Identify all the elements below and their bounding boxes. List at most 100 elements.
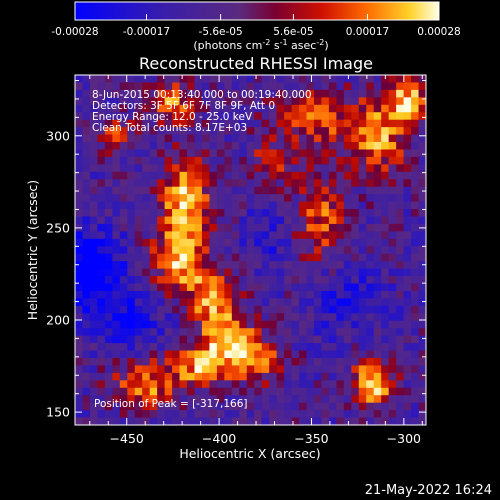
heatmap-cell: [411, 89, 420, 98]
heatmap-cell: [164, 171, 173, 180]
heatmap-cell: [366, 201, 375, 210]
heatmap-cell: [216, 313, 225, 322]
heatmap-cell: [157, 417, 166, 426]
heatmap-cell: [142, 142, 151, 150]
heatmap-cell: [418, 357, 427, 366]
heatmap-cell: [396, 149, 405, 158]
heatmap-cell: [112, 335, 121, 344]
heatmap-cell: [142, 231, 151, 240]
heatmap-cell: [164, 156, 173, 165]
heatmap-cell: [216, 365, 225, 374]
heatmap-cell: [299, 209, 308, 217]
heatmap-cell: [358, 417, 367, 426]
heatmap-cell: [172, 276, 181, 285]
heatmap-cell: [134, 75, 143, 83]
heatmap-cell: [239, 97, 248, 106]
heatmap-cell: [261, 283, 270, 292]
heatmap-cell: [142, 112, 151, 121]
heatmap-cell: [381, 119, 390, 128]
heatmap-cell: [224, 320, 233, 329]
heatmap-cell: [216, 276, 225, 285]
heatmap-cell: [149, 395, 158, 404]
heatmap-cell: [134, 320, 143, 329]
heatmap-cell: [157, 164, 166, 173]
heatmap-cell: [127, 149, 136, 158]
heatmap-cell: [313, 417, 322, 426]
heatmap-cell: [254, 402, 263, 411]
heatmap-cell: [209, 320, 218, 329]
heatmap-cell: [172, 372, 181, 381]
heatmap-cell: [381, 276, 390, 285]
heatmap-cell: [313, 89, 322, 98]
heatmap-cell: [246, 305, 255, 314]
heatmap-cell: [411, 246, 420, 255]
heatmap-cell: [179, 387, 188, 396]
heatmap-cell: [119, 142, 128, 150]
heatmap-cell: [358, 365, 367, 374]
heatmap-cell: [396, 343, 405, 352]
heatmap-cell: [89, 298, 98, 307]
heatmap-cell: [75, 89, 83, 98]
heatmap-cell: [127, 357, 136, 366]
heatmap-cell: [82, 276, 91, 285]
heatmap-cell: [254, 142, 263, 150]
heatmap-cell: [112, 156, 121, 165]
heatmap-cell: [411, 238, 420, 247]
heatmap-cell: [284, 372, 293, 381]
heatmap-cell: [388, 372, 397, 381]
heatmap-cell: [381, 97, 390, 106]
heatmap-cell: [157, 380, 166, 389]
heatmap-cell: [276, 372, 285, 381]
heatmap-cell: [179, 402, 188, 411]
heatmap-cell: [89, 268, 98, 277]
heatmap-cell: [172, 268, 181, 277]
heatmap-cell: [358, 305, 367, 314]
heatmap-cell: [127, 410, 136, 419]
heatmap-cell: [224, 290, 233, 299]
heatmap-cell: [142, 156, 151, 165]
heatmap-cell: [358, 320, 367, 329]
heatmap-cell: [187, 179, 195, 188]
heatmap-cell: [291, 134, 300, 143]
heatmap-cell: [321, 253, 330, 262]
heatmap-cell: [343, 201, 352, 210]
heatmap-cell: [119, 320, 128, 329]
heatmap-cell: [343, 82, 352, 91]
heatmap-cell: [381, 194, 390, 203]
heatmap-cell: [336, 223, 345, 232]
heatmap-cell: [313, 223, 322, 232]
heatmap-cell: [403, 201, 412, 210]
heatmap-cell: [343, 417, 352, 426]
heatmap-cell: [321, 357, 330, 366]
heatmap-cell: [343, 119, 352, 128]
heatmap-cell: [381, 104, 390, 113]
heatmap-cell: [216, 357, 225, 366]
heatmap-cell: [351, 417, 360, 426]
heatmap-cell: [149, 201, 158, 210]
heatmap-cell: [328, 380, 337, 389]
heatmap-cell: [201, 97, 210, 106]
heatmap-cell: [231, 246, 240, 255]
heatmap-cell: [336, 179, 345, 188]
heatmap-cell: [194, 357, 203, 366]
heatmap-cell: [194, 365, 203, 374]
heatmap-cell: [104, 365, 113, 374]
heatmap-cell: [276, 82, 285, 91]
heatmap-cell: [403, 238, 412, 247]
heatmap-cell: [373, 320, 382, 329]
heatmap-cell: [396, 134, 405, 143]
heatmap-cell: [328, 313, 337, 322]
heatmap-cell: [216, 387, 225, 396]
heatmap-cell: [351, 343, 360, 352]
heatmap-cell: [403, 216, 412, 225]
heatmap-cell: [112, 380, 121, 389]
heatmap-cell: [291, 89, 300, 98]
heatmap-cell: [112, 261, 121, 270]
heatmap-cell: [231, 410, 240, 419]
heatmap-cell: [142, 313, 151, 322]
heatmap-cell: [313, 179, 322, 188]
heatmap-cell: [112, 343, 121, 352]
heatmap-cell: [172, 209, 181, 217]
heatmap-cell: [127, 320, 136, 329]
heatmap-cell: [328, 357, 337, 366]
